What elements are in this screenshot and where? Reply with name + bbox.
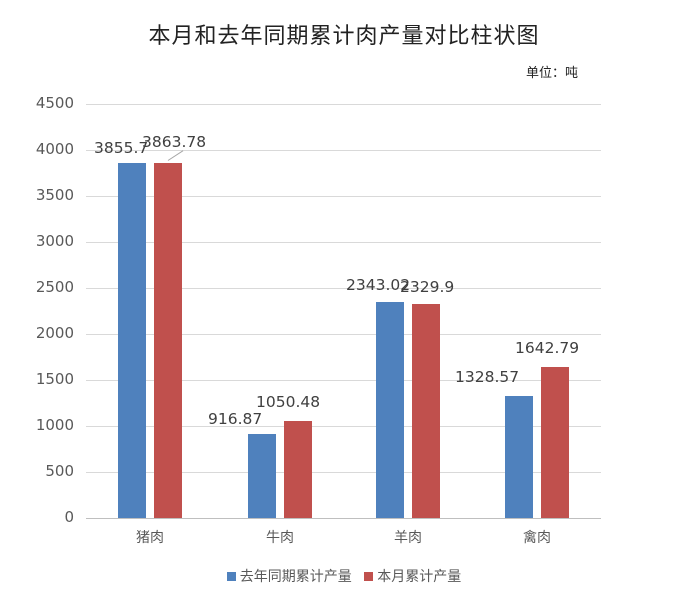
x-tick-label: 羊肉 bbox=[394, 530, 422, 546]
x-tick-label: 猪肉 bbox=[136, 530, 164, 546]
data-label: 1642.79 bbox=[515, 338, 580, 357]
bar-last-year[interactable] bbox=[248, 433, 276, 518]
legend-label: 去年同期累计产量 bbox=[239, 569, 352, 585]
bar-last-year[interactable] bbox=[118, 163, 146, 518]
gridline bbox=[86, 104, 601, 105]
y-tick-label: 3000 bbox=[35, 232, 74, 250]
legend-label: 本月累计产量 bbox=[377, 569, 462, 585]
y-tick-label: 2000 bbox=[35, 324, 74, 342]
x-tick-label: 禽肉 bbox=[523, 530, 551, 546]
gridline bbox=[86, 472, 601, 473]
legend-swatch-red bbox=[364, 571, 374, 581]
y-tick-label: 0 bbox=[64, 508, 74, 526]
data-label: 3863.78 bbox=[142, 132, 207, 151]
legend-item-last-year[interactable]: 去年同期累计产量 bbox=[226, 566, 352, 586]
unit-label: 单位：吨 bbox=[525, 66, 578, 81]
bar-last-year[interactable] bbox=[376, 302, 404, 518]
data-label: 916.87 bbox=[208, 409, 263, 428]
data-label: 1328.57 bbox=[455, 367, 520, 386]
gridline bbox=[86, 288, 601, 289]
legend-item-this-month[interactable]: 本月累计产量 bbox=[364, 566, 461, 586]
bar-last-year[interactable] bbox=[505, 395, 533, 518]
gridline bbox=[86, 426, 601, 427]
legend-swatch-blue bbox=[226, 571, 236, 581]
y-tick-label: 3500 bbox=[35, 186, 74, 204]
data-label: 1050.48 bbox=[256, 393, 321, 412]
y-tick-label: 1500 bbox=[35, 370, 74, 388]
data-label: 2329.9 bbox=[400, 277, 455, 296]
gridline bbox=[86, 150, 601, 151]
bar-this-month[interactable] bbox=[154, 162, 182, 518]
bar-this-month[interactable] bbox=[412, 303, 440, 518]
y-tick-label: 500 bbox=[45, 462, 74, 480]
gridline bbox=[86, 380, 601, 381]
y-tick-label: 4000 bbox=[35, 140, 74, 158]
gridline bbox=[86, 334, 601, 335]
data-label: 2343.02 bbox=[346, 276, 411, 295]
chart-title: 本月和去年同期累计肉产量对比柱状图 bbox=[148, 24, 540, 49]
bar-this-month[interactable] bbox=[541, 366, 569, 518]
legend: 去年同期累计产量 本月累计产量 bbox=[0, 566, 688, 586]
y-tick-label: 2500 bbox=[35, 278, 74, 296]
y-tick-label: 4500 bbox=[35, 94, 74, 112]
gridline bbox=[86, 196, 601, 197]
y-tick-label: 1000 bbox=[35, 416, 74, 434]
bar-this-month[interactable] bbox=[284, 421, 312, 518]
gridline bbox=[86, 518, 601, 519]
data-label: 3855.7 bbox=[94, 139, 149, 158]
x-tick-label: 牛肉 bbox=[266, 530, 294, 546]
gridline bbox=[86, 242, 601, 243]
plot-area bbox=[86, 104, 601, 519]
